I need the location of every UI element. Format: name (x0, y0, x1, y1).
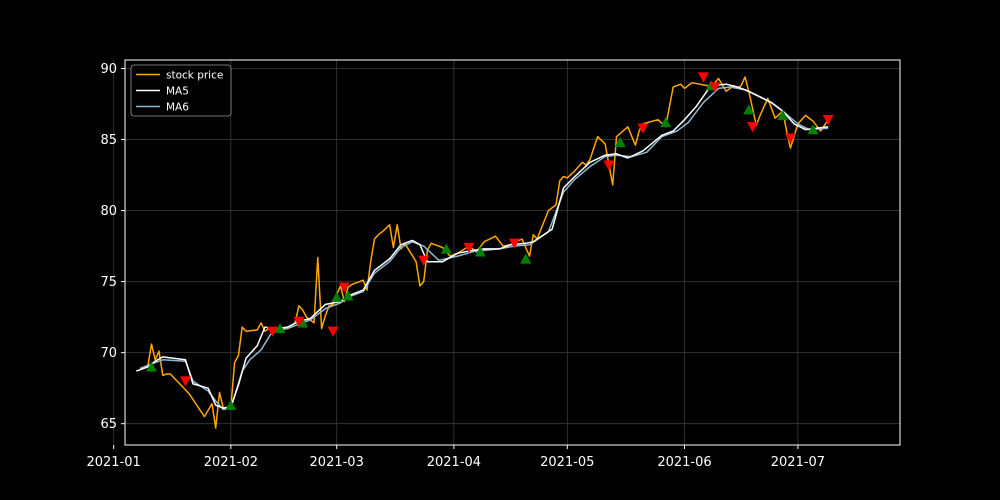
ma5-line (136, 83, 829, 409)
sell-signal-marker (747, 122, 759, 133)
x-tick-label: 2021-05 (540, 455, 594, 470)
sell-signal-marker (709, 82, 721, 93)
x-axis: 2021-01 2021-02 2021-03 2021-04 2021-05 2021-… (86, 445, 825, 470)
legend: stock price MA5 MA6 (130, 64, 232, 117)
buy-signal-marker (520, 253, 532, 264)
sell-signal-marker (637, 123, 649, 134)
sell-signal-marker (603, 160, 615, 171)
buy-signal-marker (777, 109, 789, 121)
legend-label: MA5 (166, 86, 189, 98)
y-axis: 65 70 75 80 85 90 (100, 62, 125, 432)
buy-signal-marker (743, 104, 755, 115)
y-tick-label: 85 (100, 133, 117, 148)
legend-box (130, 64, 232, 117)
y-tick-label: 70 (100, 346, 117, 361)
sell-signal-marker (463, 242, 475, 254)
y-tick-label: 75 (100, 275, 117, 290)
sell-signal-marker (179, 376, 191, 387)
sell-signal-marker (327, 326, 339, 337)
buy-signal-marker (440, 243, 452, 254)
sell-signal-marker (418, 255, 430, 266)
x-tick-label: 2021-07 (771, 455, 825, 470)
x-tick-label: 2021-03 (310, 455, 364, 470)
buy-signal-marker (342, 290, 354, 301)
x-tick-label: 2021-02 (204, 455, 258, 470)
sell-signal-marker (338, 282, 350, 293)
buy-signal-marker (474, 246, 486, 257)
grid-lines (113, 60, 900, 445)
x-tick-label: 2021-06 (657, 455, 711, 470)
axes-frame (124, 59, 901, 446)
x-tick-label: 2021-04 (427, 455, 481, 470)
buy-signal-marker (807, 124, 819, 135)
buy-signal-marker (660, 117, 672, 128)
sell-signal-marker (697, 72, 709, 83)
buy-signal-marker (145, 361, 157, 372)
signal-markers (145, 72, 834, 410)
buy-signal-marker (614, 136, 626, 148)
legend-label: MA6 (166, 102, 189, 114)
sell-signal-marker (784, 133, 796, 144)
sell-signal-marker (822, 114, 834, 126)
buy-signal-marker (331, 291, 343, 302)
sell-signal-marker (508, 238, 520, 249)
sell-signal-marker (266, 326, 278, 337)
y-tick-label: 80 (100, 204, 117, 219)
legend-label: stock price (166, 70, 223, 82)
sell-signal-marker (293, 316, 305, 327)
y-tick-label: 65 (100, 417, 117, 432)
x-tick-label: 2021-01 (86, 455, 140, 470)
buy-signal-marker (225, 399, 237, 410)
buy-signal-marker (274, 323, 286, 334)
y-tick-label: 90 (100, 62, 117, 77)
